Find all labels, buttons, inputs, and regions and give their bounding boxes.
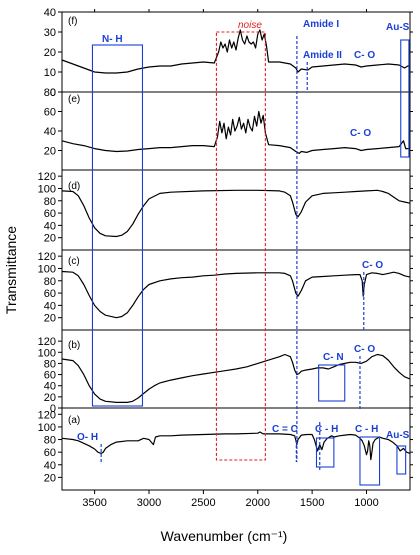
panel-a-ytick-label: 120 bbox=[38, 409, 56, 421]
panel-a-ytick-label: 100 bbox=[38, 422, 56, 434]
panel-f-tag: (f) bbox=[68, 16, 77, 27]
panel-c-curve bbox=[61, 270, 411, 319]
panel-d-ytick-label: 80 bbox=[44, 196, 56, 208]
panel-b-ytick-label: 0 bbox=[50, 403, 56, 415]
panel-a-tag: (a) bbox=[68, 415, 80, 426]
annotations bbox=[91, 31, 410, 486]
panel-a-frame bbox=[61, 407, 411, 491]
x-tick-label: 3000 bbox=[137, 497, 161, 509]
panel-e-ytick-label: 20 bbox=[44, 146, 56, 158]
curves bbox=[61, 29, 411, 461]
panel-f-ytick-label: 10 bbox=[44, 67, 56, 79]
x-tick-label: 2500 bbox=[191, 497, 215, 509]
axes: 0102030402040608020406080100120204060801… bbox=[38, 7, 413, 509]
panel-d-tag: (d) bbox=[68, 181, 80, 192]
x-tick-label: 2000 bbox=[246, 497, 270, 509]
ch-box-2 bbox=[359, 436, 381, 486]
panel-e-tag: (e) bbox=[68, 94, 80, 105]
nh-label: N- H bbox=[102, 34, 123, 45]
panel-d-ytick-label: 60 bbox=[44, 208, 56, 220]
panel-frames bbox=[61, 11, 411, 491]
panel-f-ytick-label: 40 bbox=[44, 7, 56, 19]
panel-a-ytick-label: 40 bbox=[44, 460, 56, 472]
aus-box-bottom bbox=[396, 445, 407, 475]
panel-d-ytick-label: 40 bbox=[44, 220, 56, 232]
panel-f-ytick-label: 0 bbox=[50, 87, 56, 99]
cn-box bbox=[318, 364, 346, 402]
panel-d-curve bbox=[61, 189, 411, 238]
panel-d-ytick-label: 100 bbox=[38, 183, 56, 195]
panel-e-ytick-label: 80 bbox=[44, 87, 56, 99]
panel-e-ytick-label: 40 bbox=[44, 126, 56, 138]
co-label-f: C- O bbox=[354, 50, 375, 61]
ch-label-2: C - H bbox=[355, 424, 378, 435]
co-label-c: C- O bbox=[362, 260, 383, 271]
panel-c-ytick-label: 40 bbox=[44, 300, 56, 312]
x-tick-label: 3500 bbox=[82, 497, 106, 509]
panel-b-curve bbox=[61, 353, 411, 403]
panel-b-ytick-label: 60 bbox=[44, 370, 56, 382]
co-label-e: C- O bbox=[350, 128, 371, 139]
x-axis-title: Wavenumber (cm⁻¹) bbox=[161, 528, 288, 544]
amide-ii-label: Amide II bbox=[303, 50, 342, 61]
oh-label: O- H bbox=[77, 432, 98, 443]
panel-f-curve bbox=[61, 29, 410, 74]
noise-label: noise bbox=[238, 20, 262, 31]
panel-e-curve bbox=[61, 110, 410, 154]
panel-c-ytick-label: 20 bbox=[44, 313, 56, 325]
panel-c-ytick-label: 80 bbox=[44, 276, 56, 288]
panel-c-frame bbox=[61, 249, 411, 331]
ch-label-1: C - H bbox=[315, 424, 338, 435]
noise-box bbox=[215, 31, 266, 461]
panel-d-ytick-label: 120 bbox=[38, 171, 56, 183]
panel-b-ytick-label: 40 bbox=[44, 381, 56, 393]
panel-a-ytick-label: 80 bbox=[44, 435, 56, 447]
panel-f-ytick-label: 30 bbox=[44, 27, 56, 39]
panel-f-ytick-label: 20 bbox=[44, 47, 56, 59]
panel-e-ytick-label: 60 bbox=[44, 107, 56, 119]
y-axis-title: Transmittance bbox=[3, 226, 19, 314]
cc-label: C = C bbox=[272, 424, 298, 435]
panel-c-ytick-label: 60 bbox=[44, 288, 56, 300]
amide-i-label: Amide I bbox=[303, 19, 339, 30]
co-label-b: C- O bbox=[354, 344, 375, 355]
ch-box-1 bbox=[315, 437, 335, 468]
panel-b-tag: (b) bbox=[68, 340, 80, 351]
nh-box bbox=[91, 44, 144, 407]
panel-c-ytick-label: 100 bbox=[38, 263, 56, 275]
panel-b-ytick-label: 120 bbox=[38, 336, 56, 348]
panel-c-tag: (c) bbox=[68, 256, 80, 267]
panel-c-ytick-label: 120 bbox=[38, 251, 56, 263]
cn-label: C- N bbox=[323, 352, 344, 363]
panel-b-ytick-label: 100 bbox=[38, 347, 56, 359]
aus-label-top: Au-S bbox=[386, 22, 410, 33]
panel-d-frame bbox=[61, 169, 411, 251]
panel-d-ytick-label: 20 bbox=[44, 233, 56, 245]
panel-a-ytick-label: 60 bbox=[44, 447, 56, 459]
aus-label-bottom: Au-S bbox=[386, 430, 410, 441]
panel-b-ytick-label: 80 bbox=[44, 358, 56, 370]
x-tick-label: 1500 bbox=[300, 497, 324, 509]
panel-a-curve bbox=[61, 431, 411, 461]
aus-box-top bbox=[400, 39, 410, 158]
x-tick-label: 1000 bbox=[354, 497, 378, 509]
panel-a-ytick-label: 20 bbox=[44, 472, 56, 484]
panel-b-ytick-label: 20 bbox=[44, 392, 56, 404]
